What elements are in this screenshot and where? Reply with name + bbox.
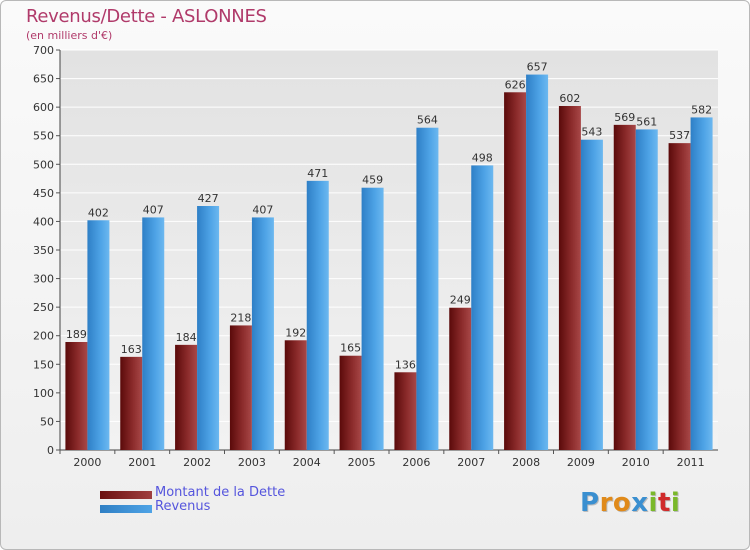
x-tick-label: 2006	[402, 456, 430, 469]
x-tick-label: 2002	[183, 456, 211, 469]
bar-debt	[229, 325, 252, 450]
logo-letter: x	[631, 488, 649, 518]
logo-letter: P	[580, 488, 600, 518]
bar-debt	[65, 342, 88, 450]
y-tick-label: 550	[33, 130, 54, 143]
y-tick-label: 250	[33, 301, 54, 314]
bar-debt	[668, 143, 691, 450]
x-tick-label: 2008	[512, 456, 540, 469]
bar-debt	[504, 92, 527, 451]
bar-revenue	[87, 220, 110, 450]
data-label-debt: 189	[66, 328, 87, 341]
x-tick-label: 2004	[293, 456, 321, 469]
bar-revenue	[416, 127, 439, 450]
bar-revenue	[142, 217, 165, 450]
y-tick-label: 600	[33, 101, 54, 114]
data-label-debt: 136	[395, 358, 416, 371]
bar-debt	[339, 355, 362, 450]
logo-letter: r	[599, 488, 613, 518]
data-label-revenue: 459	[362, 174, 383, 187]
bar-revenue	[580, 139, 603, 450]
x-tick-label: 2005	[348, 456, 376, 469]
bar-debt	[175, 344, 198, 450]
y-tick-label: 500	[33, 158, 54, 171]
data-label-revenue: 561	[636, 115, 657, 128]
x-tick-label: 2007	[457, 456, 485, 469]
y-tick-label: 200	[33, 330, 54, 343]
y-tick-label: 100	[33, 387, 54, 400]
y-tick-label: 650	[33, 73, 54, 86]
data-label-debt: 602	[559, 92, 580, 105]
bar-debt	[449, 307, 472, 450]
data-label-debt: 218	[230, 311, 251, 324]
bar-debt	[394, 372, 417, 450]
data-label-debt: 569	[614, 111, 635, 124]
chart-title: Revenus/Dette - ASLONNES	[26, 6, 267, 27]
data-label-revenue: 498	[472, 151, 493, 164]
legend-label-debt: Montant de la Dette	[155, 485, 286, 500]
data-label-revenue: 407	[143, 203, 164, 216]
legend-swatch-debt	[100, 491, 152, 499]
x-tick-label: 2009	[567, 456, 595, 469]
bar-revenue	[306, 180, 329, 450]
data-label-revenue: 471	[307, 167, 328, 180]
data-label-debt: 184	[176, 331, 197, 344]
data-label-debt: 249	[450, 294, 471, 307]
y-tick-label: 400	[33, 215, 54, 228]
y-tick-label: 0	[47, 444, 54, 457]
y-tick-label: 150	[33, 358, 54, 371]
logo-letter: o	[612, 488, 632, 518]
bar-debt	[284, 340, 307, 450]
bar-revenue	[197, 206, 220, 450]
y-tick-label: 700	[33, 44, 54, 57]
proxiti-logo: Proxiti	[580, 488, 680, 518]
x-tick-label: 2010	[622, 456, 650, 469]
legend-label-revenue: Revenus	[155, 499, 211, 514]
x-tick-label: 2011	[677, 456, 705, 469]
logo-letter: i	[670, 488, 681, 518]
data-label-debt: 192	[285, 326, 306, 339]
bar-revenue	[635, 129, 658, 450]
x-tick-label: 2001	[128, 456, 156, 469]
bar-debt	[558, 106, 581, 450]
x-tick-label: 2000	[73, 456, 101, 469]
data-label-revenue: 427	[198, 192, 219, 205]
bar-debt	[613, 124, 636, 450]
data-label-revenue: 582	[691, 103, 712, 116]
bar-revenue	[251, 217, 274, 450]
data-label-debt: 537	[669, 129, 690, 142]
data-label-revenue: 407	[252, 203, 273, 216]
bar-revenue	[361, 187, 384, 450]
bar-revenue	[471, 165, 494, 450]
bar-debt	[120, 356, 143, 450]
y-tick-label: 300	[33, 273, 54, 286]
y-tick-label: 50	[40, 415, 54, 428]
data-label-revenue: 657	[527, 61, 548, 74]
bar-revenue	[526, 74, 549, 451]
data-label-revenue: 564	[417, 114, 438, 127]
data-label-revenue: 402	[88, 206, 109, 219]
logo-letter: t	[657, 488, 671, 518]
chart-subtitle: (en milliers d'€)	[26, 29, 113, 42]
logo-letter: i	[648, 488, 658, 518]
data-label-revenue: 543	[581, 126, 602, 139]
data-label-debt: 165	[340, 342, 361, 355]
y-tick-label: 350	[33, 244, 54, 257]
data-label-debt: 163	[121, 343, 142, 356]
x-tick-label: 2003	[238, 456, 266, 469]
data-label-debt: 626	[505, 78, 526, 91]
legend-swatch-revenue	[100, 505, 152, 513]
y-tick-label: 450	[33, 187, 54, 200]
bar-revenue	[690, 117, 713, 450]
